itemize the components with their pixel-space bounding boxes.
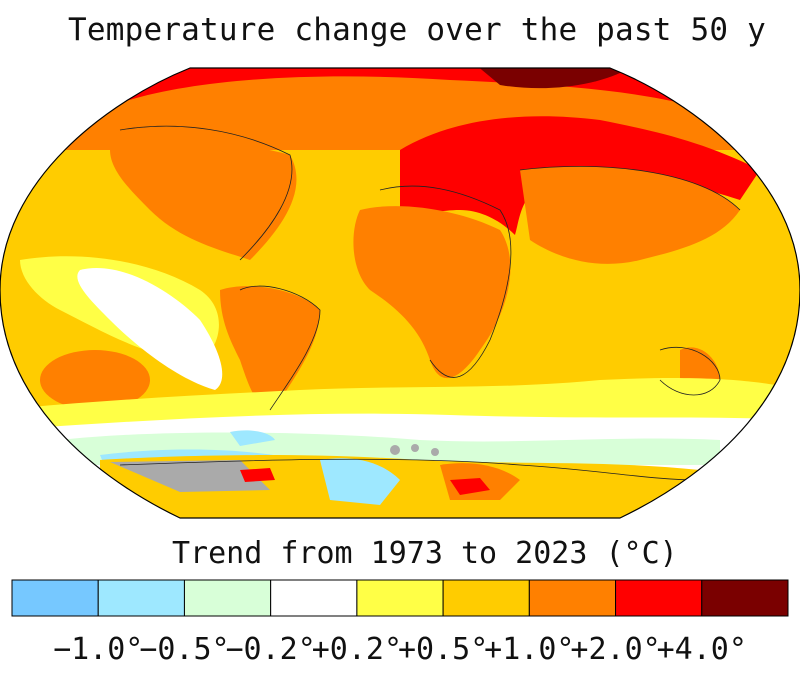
- coastlines: [119, 125, 741, 481]
- colorbar-bin: [442, 579, 530, 617]
- antarctic-cooling-region: [320, 458, 400, 505]
- pacific-warm-region: [40, 350, 150, 410]
- colorbar-bin: [701, 579, 789, 617]
- colorbar-tick-label: −0.5°: [139, 632, 230, 667]
- colorbar-tick-label: −1.0°: [53, 632, 144, 667]
- colorbar-bin: [528, 579, 617, 617]
- colorbar-tick-label: +0.2°: [311, 632, 403, 667]
- colorbar-bin: [615, 579, 703, 617]
- pacific-neutral-region: [77, 268, 223, 390]
- map-title: Temperature change over the past 50 y: [68, 12, 766, 48]
- antarctic-hot-spot-west: [240, 468, 275, 482]
- legend-title: Trend from 1973 to 2023 (°C): [172, 536, 678, 571]
- no-data-patch: [411, 444, 419, 452]
- colorbar-tick-label: −0.2°: [225, 632, 316, 667]
- map-svg: [0, 67, 800, 519]
- colorbar-tick-label: +2.0°: [570, 632, 661, 667]
- colorbar-svg: [11, 579, 789, 617]
- africa-region: [353, 206, 511, 379]
- arctic-extreme-region: [470, 68, 640, 89]
- colorbar-bin: [356, 579, 444, 617]
- south-america-region: [220, 286, 320, 407]
- colorbar-tick-label: +1.0°: [484, 632, 575, 667]
- colorbar-tick-label: +0.5°: [397, 632, 489, 667]
- no-data-patch: [390, 445, 400, 455]
- no-data-patch: [431, 448, 439, 456]
- north-america-region: [110, 143, 297, 260]
- no-data-region: [110, 460, 270, 492]
- colorbar-bin: [270, 579, 358, 617]
- colorbar-tick-label: +4.0°: [656, 632, 747, 667]
- colorbar: [11, 579, 789, 620]
- colorbar-bin: [97, 579, 185, 617]
- asia-region: [520, 166, 740, 264]
- colorbar-bin: [11, 579, 99, 617]
- antarctic-hot-spot: [450, 478, 490, 495]
- colorbar-bin: [183, 579, 272, 617]
- colorbar-tick-labels: −1.0° −0.5° −0.2° +0.2° +0.5° +1.0° +2.0° +4.0°: [0, 632, 800, 672]
- world-temperature-map: [0, 60, 800, 522]
- map-border: [0, 67, 800, 519]
- cooling-patch: [230, 430, 275, 446]
